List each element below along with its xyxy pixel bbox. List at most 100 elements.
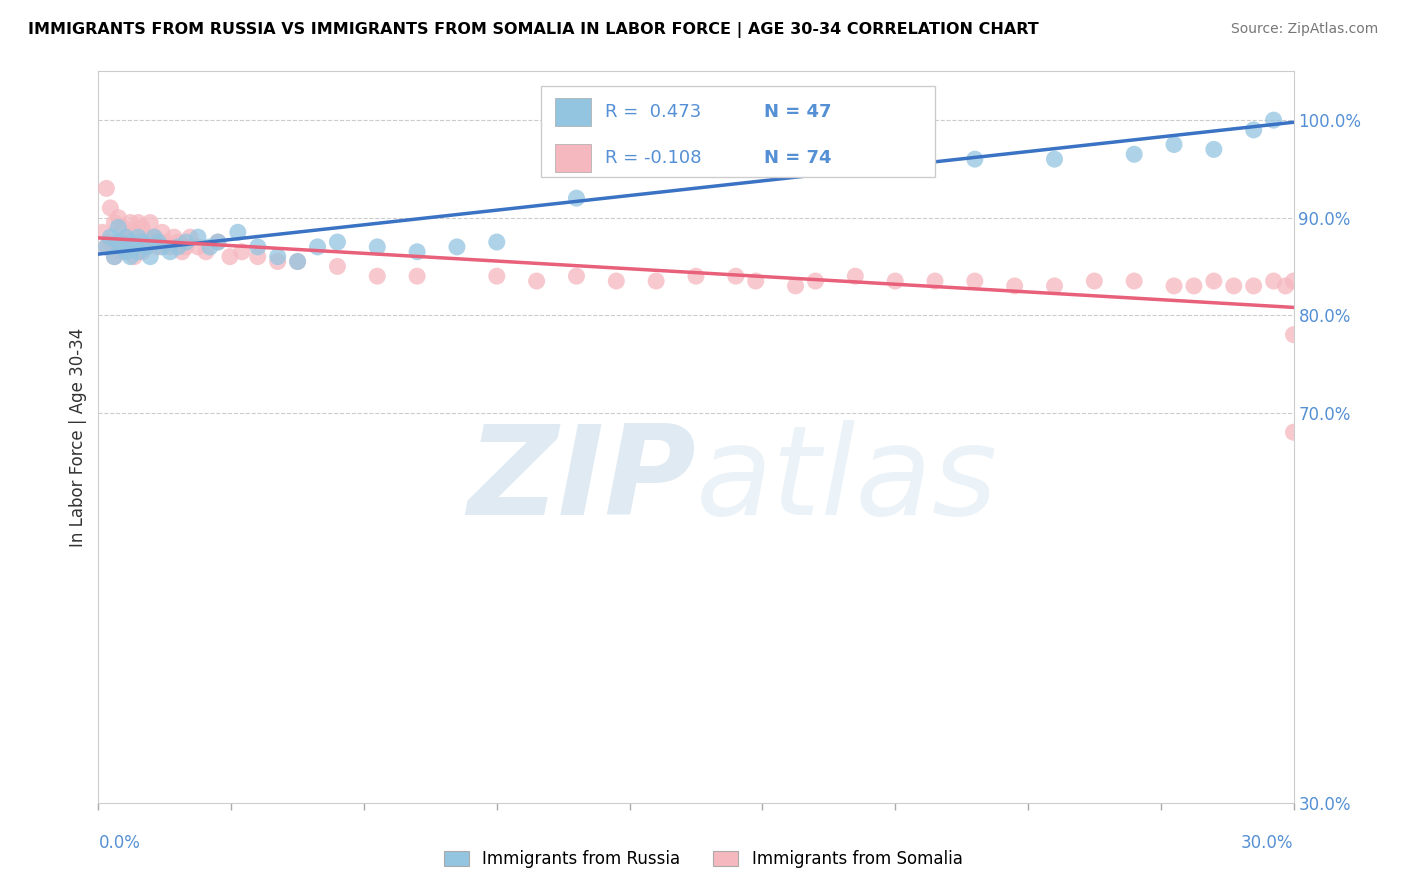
Point [127,215,149,229]
Point [91,225,114,239]
Point [96,181,118,195]
Point [148,240,170,254]
Point [804,113,827,128]
Point [1163,279,1185,293]
Point [1182,279,1205,293]
Point [485,235,508,249]
Point [366,240,388,254]
Point [366,269,388,284]
Point [148,235,170,249]
Point [143,230,166,244]
Text: ZIP: ZIP [467,420,696,541]
Point [1274,279,1296,293]
Point [135,240,157,254]
Point [124,240,146,254]
Point [1243,279,1265,293]
Text: Source: ZipAtlas.com: Source: ZipAtlas.com [1230,22,1378,37]
Point [924,274,946,288]
Point [159,240,181,254]
Point [103,250,125,264]
Point [1043,279,1066,293]
Point [485,269,508,284]
Point [884,113,907,128]
Point [804,274,827,288]
Point [107,235,129,249]
Point [127,244,149,259]
Point [1202,142,1225,156]
Point [246,240,269,254]
Point [115,244,138,259]
Point [1004,279,1026,293]
Point [127,235,149,249]
Point [207,235,229,249]
Point [100,235,122,249]
Point [645,274,668,288]
Point [1043,152,1066,166]
Point [326,260,349,274]
Point [120,235,142,249]
Point [1282,425,1305,440]
Point [287,254,309,268]
Point [159,244,181,259]
Point [963,274,986,288]
Point [124,225,146,239]
Point [231,244,253,259]
Point [139,215,162,229]
Point [187,230,209,244]
Point [131,235,153,249]
Point [1263,274,1285,288]
Point [1123,274,1146,288]
Text: R =  0.473: R = 0.473 [605,103,702,121]
Point [120,240,142,254]
Point [150,240,173,254]
Point [406,269,429,284]
Point [745,274,768,288]
Point [1202,274,1225,288]
Point [1222,279,1246,293]
Point [1083,274,1105,288]
Point [174,235,197,249]
Point [155,235,177,249]
Point [565,191,588,205]
Point [107,211,129,225]
Point [120,215,142,229]
Point [307,240,329,254]
Point [107,220,129,235]
Text: N = 74: N = 74 [763,149,831,167]
Legend: Immigrants from Russia, Immigrants from Somalia: Immigrants from Russia, Immigrants from … [437,844,969,875]
Point [111,244,134,259]
Point [150,225,173,239]
Point [103,250,125,264]
Point [124,250,146,264]
Point [143,230,166,244]
Point [605,274,627,288]
Point [195,244,218,259]
Point [1243,123,1265,137]
Point [446,240,468,254]
Point [96,240,118,254]
Point [172,244,194,259]
Point [131,220,153,235]
Text: R = -0.108: R = -0.108 [605,149,702,167]
Point [287,254,309,268]
Point [96,240,118,254]
Point [107,235,129,249]
Point [120,250,142,264]
Point [267,254,290,268]
Point [1163,137,1185,152]
Point [100,230,122,244]
Point [785,279,807,293]
Point [1282,327,1305,342]
Point [135,240,157,254]
Point [179,230,201,244]
Point [963,152,986,166]
Point [406,244,429,259]
Point [219,250,242,264]
Text: atlas: atlas [696,420,998,541]
Point [139,235,162,249]
Point [100,201,122,215]
Point [167,235,190,249]
Point [246,250,269,264]
Point [685,269,707,284]
Point [198,240,221,254]
